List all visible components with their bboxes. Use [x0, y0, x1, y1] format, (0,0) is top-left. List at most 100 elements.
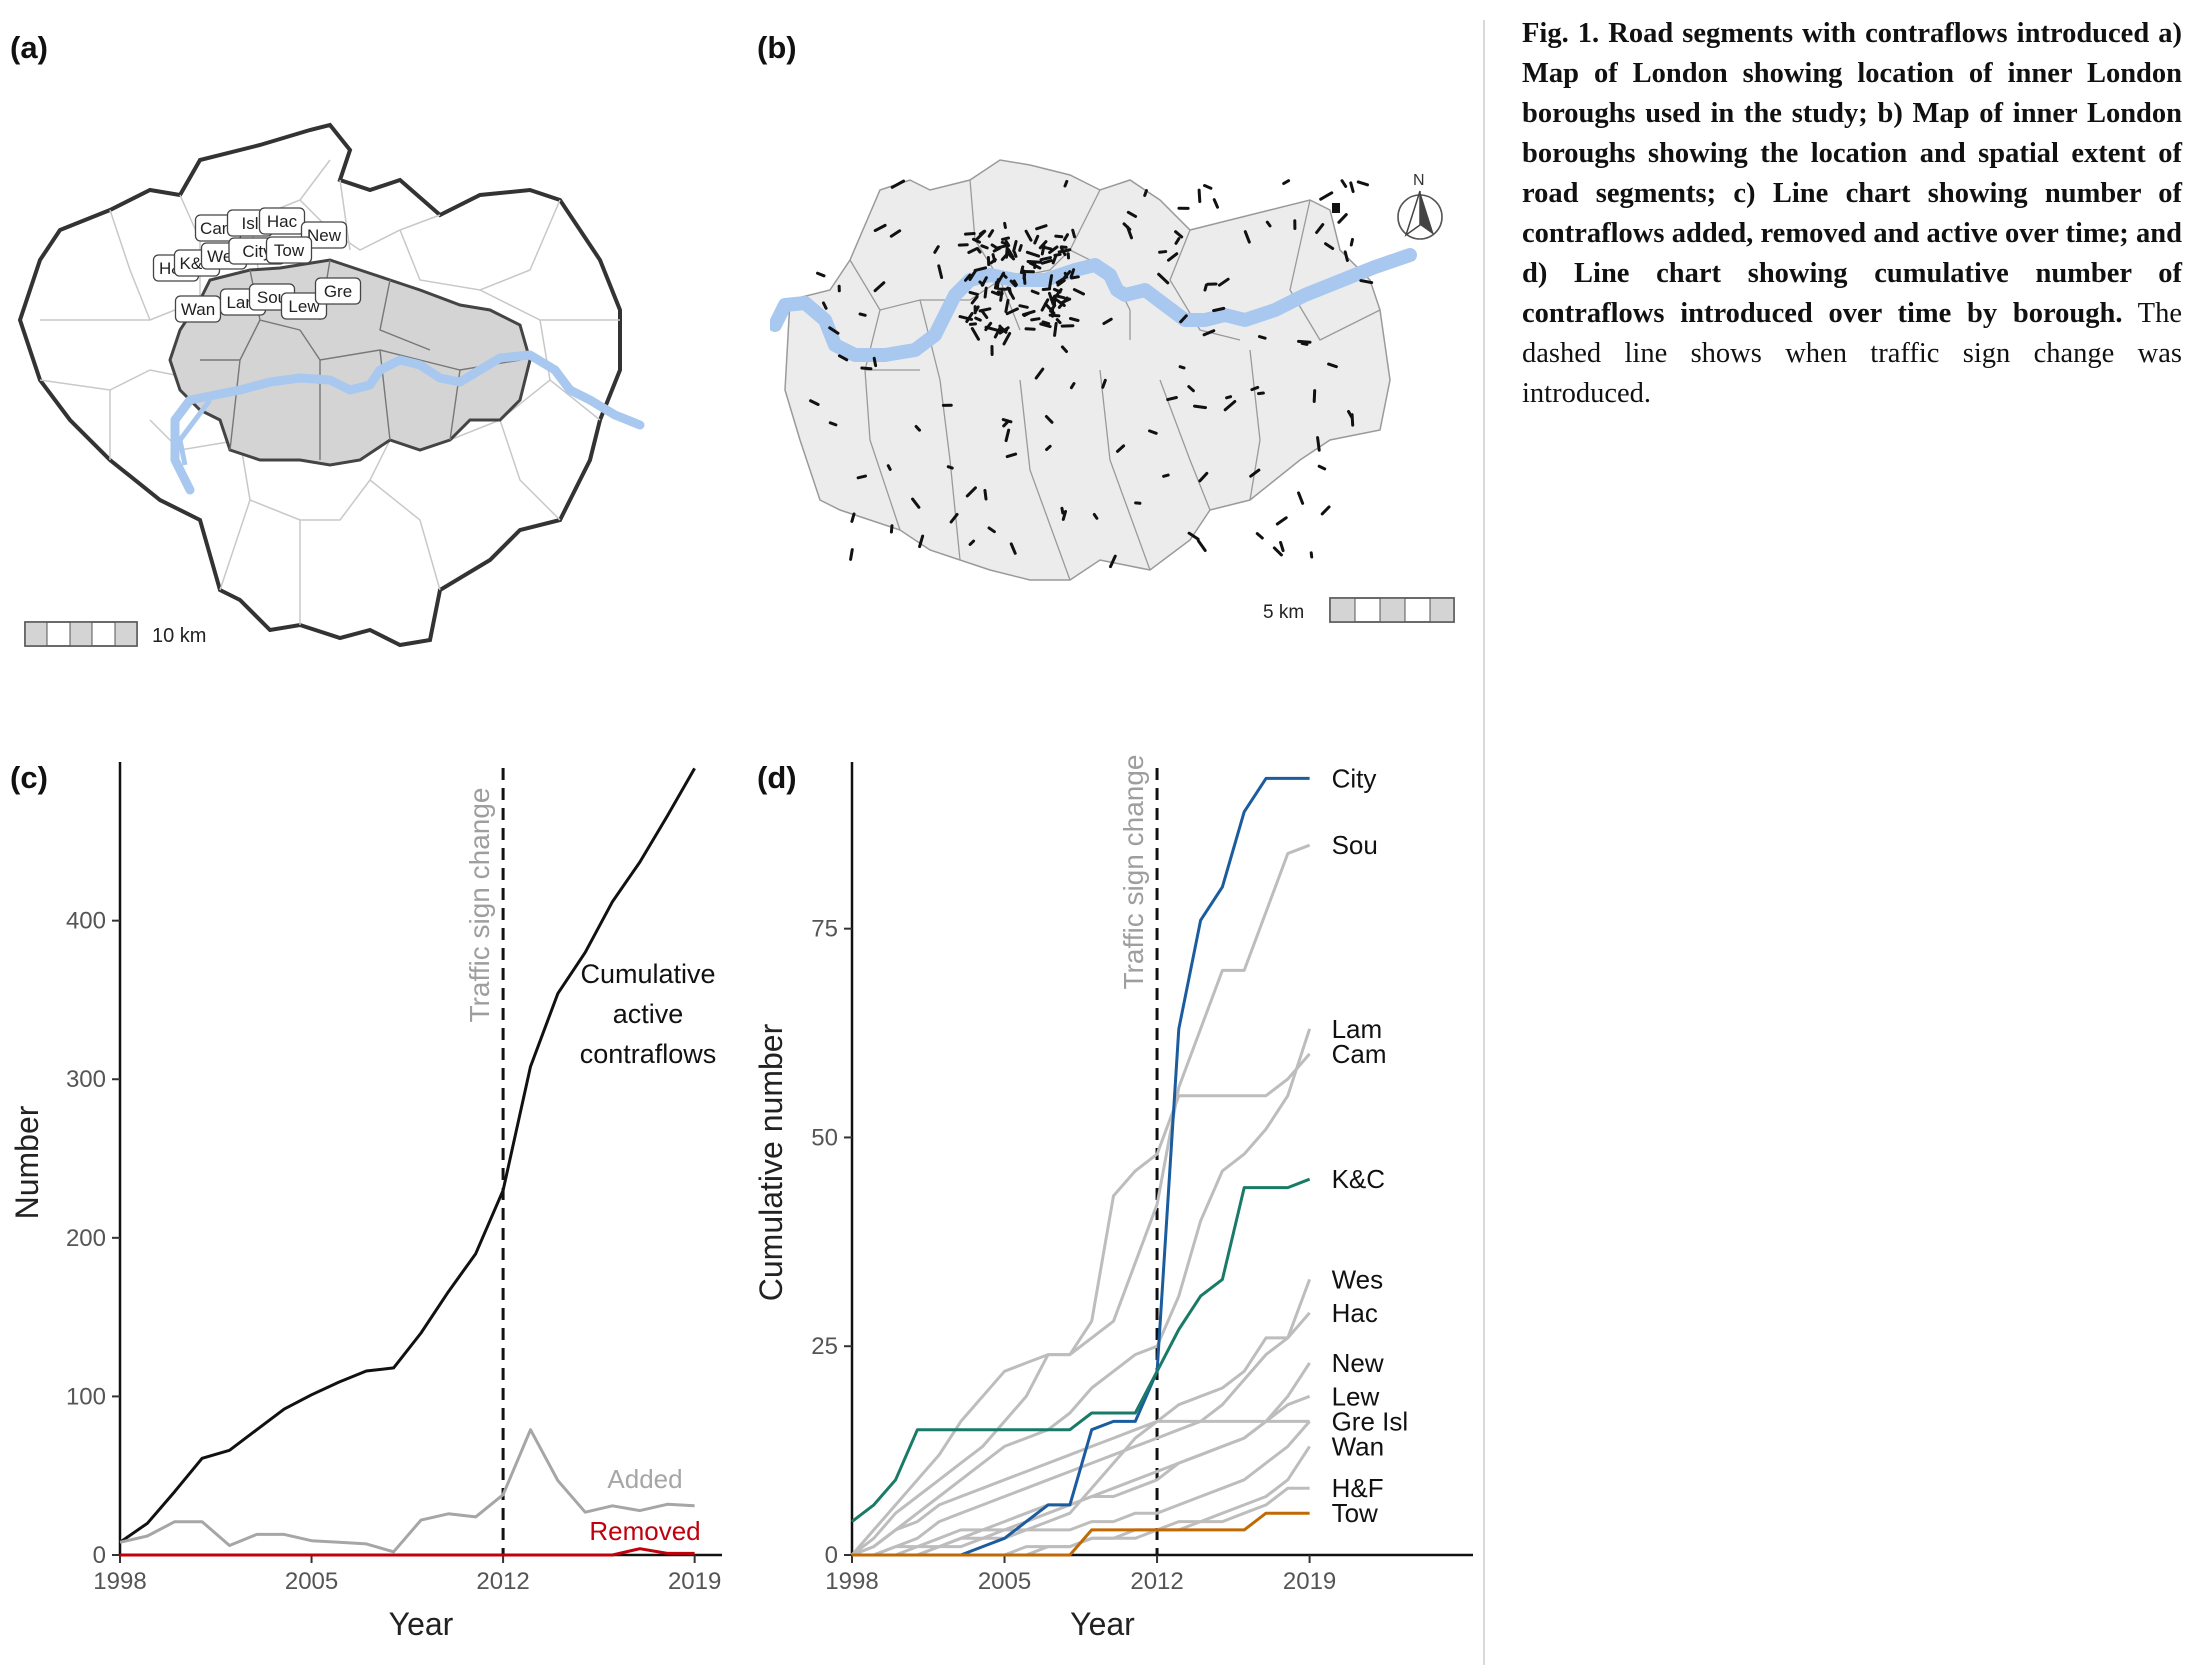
caption-bold: Fig. 1. Road segments with contraflows i…	[1522, 18, 2182, 329]
road-segment	[1243, 230, 1251, 244]
road-segment	[1054, 234, 1064, 239]
road-segment	[1040, 298, 1050, 312]
road-segment	[1038, 240, 1048, 250]
road-segment	[1340, 179, 1348, 188]
road-segment	[858, 312, 867, 317]
chart-contraflows-over-time: 1998 2005 2012 2019 0 100 200 300 400 Year Number T…	[9, 762, 722, 1642]
road-segment	[1257, 335, 1267, 340]
borough-label: Gre	[324, 282, 352, 301]
road-segment	[1319, 191, 1334, 201]
road-segment	[1320, 505, 1331, 516]
panel-label-c: (c)	[10, 760, 48, 795]
series-label-cumulative: active	[613, 999, 684, 1029]
road-segment	[886, 464, 892, 471]
road-segment	[856, 474, 867, 480]
road-segment	[1068, 316, 1080, 322]
road-segment	[1030, 289, 1040, 295]
road-segment	[965, 311, 974, 323]
road-segment	[1187, 531, 1200, 541]
y-axis-title: Number	[9, 1105, 45, 1219]
road-segment	[1272, 546, 1283, 557]
road-segment	[1044, 246, 1053, 251]
road-segment	[1009, 542, 1017, 555]
road-segment	[978, 230, 986, 236]
y-tick-label: 25	[811, 1333, 838, 1360]
road-segment	[1349, 181, 1355, 193]
road-segment	[889, 229, 902, 238]
panel-label-d: (d)	[757, 760, 797, 795]
map-inner-london: N 5 km	[770, 159, 1455, 623]
road-segments	[809, 179, 1374, 569]
road-segment	[1045, 444, 1052, 451]
road-segment	[1282, 179, 1291, 185]
road-segment	[1048, 313, 1061, 318]
road-segment	[1356, 180, 1369, 187]
road-segment	[1279, 540, 1285, 553]
series-line-cam	[851, 1052, 1311, 1557]
road-segment	[1315, 223, 1325, 234]
road-segment	[980, 244, 989, 250]
road-segment	[1022, 269, 1027, 285]
road-segment	[949, 512, 959, 524]
road-segment	[971, 237, 981, 244]
road-segment	[1202, 329, 1216, 337]
road-segment	[974, 305, 980, 313]
road-segment	[1060, 506, 1065, 515]
road-segment	[1174, 230, 1184, 239]
road-segment	[1225, 395, 1233, 400]
road-segment	[1337, 213, 1348, 224]
road-segment	[849, 548, 854, 561]
road-segment	[1187, 385, 1195, 393]
road-segment	[1021, 309, 1036, 317]
road-segment	[1300, 341, 1309, 346]
map-greater-london: CamIslHacNewH&FK&CWesCityTowWanLamSouLew…	[17, 122, 645, 648]
borough-label: Hac	[267, 212, 298, 231]
x-tick-label: 2005	[285, 1568, 338, 1595]
road-segment	[1063, 270, 1072, 279]
road-segment	[1126, 210, 1138, 218]
road-segment	[1061, 509, 1068, 521]
borough-label: Wan	[181, 300, 215, 319]
road-segment	[1324, 242, 1335, 250]
road-segment	[937, 264, 944, 279]
road-segment	[1004, 428, 1011, 443]
borough-label-box	[265, 236, 313, 264]
road-segment	[1053, 252, 1062, 257]
road-segment	[1048, 274, 1054, 290]
road-segment	[1126, 225, 1133, 240]
road-segment	[1102, 317, 1113, 325]
road-segment	[1249, 468, 1261, 478]
road-segment	[1069, 382, 1076, 390]
road-segment	[1052, 287, 1062, 294]
borough-label-box	[300, 221, 348, 249]
road-segment	[987, 229, 995, 238]
borough-label-box	[258, 207, 306, 235]
scale-bar-a: 10 km	[24, 621, 206, 647]
borough-end-label: New	[1332, 1348, 1384, 1378]
road-segment	[809, 399, 820, 406]
road-segment	[1265, 220, 1272, 228]
road-segment	[1009, 279, 1017, 288]
road-segment	[1101, 378, 1107, 389]
road-segment	[1349, 237, 1354, 247]
road-segment	[1005, 242, 1009, 259]
y-tick-label: 50	[811, 1124, 838, 1151]
road-segment	[1024, 229, 1033, 242]
road-segment	[991, 253, 997, 263]
figure-caption: Fig. 1. Road segments with contraflows i…	[1522, 14, 2182, 414]
road-segment	[1167, 252, 1179, 262]
road-segment	[1223, 399, 1237, 412]
road-segment	[1174, 237, 1181, 245]
road-segment	[1350, 413, 1355, 427]
road-segment	[1006, 286, 1015, 300]
road-segment	[1359, 279, 1374, 285]
y-tick-label: 100	[66, 1383, 106, 1410]
y-tick-label: 400	[66, 908, 106, 935]
road-segment	[1070, 275, 1080, 280]
road-segment	[990, 290, 1001, 296]
road-segment	[1055, 276, 1067, 285]
north-arrow-icon: N	[1397, 172, 1443, 240]
road-segment	[1157, 272, 1170, 285]
scale-bar-b: 5 km	[1263, 597, 1455, 623]
road-segment	[1198, 471, 1209, 483]
